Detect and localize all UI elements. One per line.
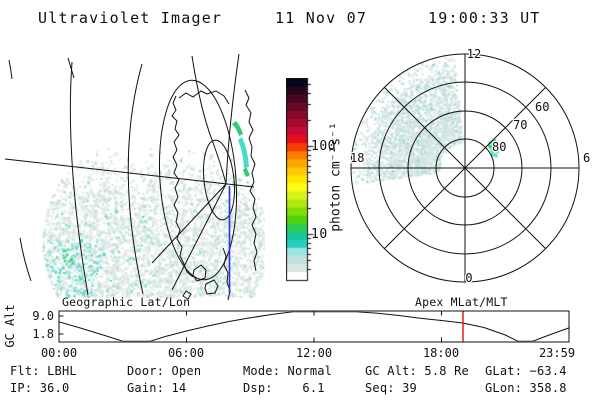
geo-panel-caption: Geographic Lat/Lon: [62, 295, 190, 309]
header-date: 11 Nov 07: [275, 9, 368, 27]
meridian-line: [67, 57, 75, 79]
island-outline: [182, 290, 192, 300]
gc-alt-curve: [58, 311, 569, 342]
mlt-label-6: 6: [583, 151, 590, 165]
limb-glow-green: [243, 167, 250, 177]
colorbar-tick-10: 10: [311, 227, 328, 242]
meridian-line: [8, 59, 13, 80]
limb-glow-green: [232, 121, 243, 136]
coastline: [171, 95, 194, 278]
strip-plot-box: [58, 310, 570, 343]
mlt-label-12: 12: [467, 47, 481, 61]
status-glat: GLat: −63.4: [485, 364, 567, 378]
meridian-line: [191, 55, 227, 185]
latitude-circle: [158, 79, 238, 281]
x-tick-label: 18:00: [423, 346, 459, 360]
meridian-line: [19, 237, 32, 282]
y-axis-title: GC Alt: [3, 304, 17, 347]
polar-grid: 12 0 18 6 60 70 80: [349, 46, 592, 287]
latitude-line: [4, 158, 255, 188]
status-dsp: Dsp: 6.1: [243, 381, 325, 395]
meridian-line: [171, 183, 227, 291]
x-tick-label: 00:00: [41, 346, 77, 360]
mlat-label-70: 70: [513, 118, 527, 132]
status-glon: GLon: 358.8: [485, 381, 567, 395]
meridian-line: [151, 183, 227, 264]
status-flt: Flt: LBHL: [10, 364, 77, 378]
limb-glow-cyan: [238, 137, 249, 168]
apex-panel-caption: Apex MLat/MLT: [415, 295, 508, 309]
meridian-line: [69, 61, 89, 296]
x-tick-label: 12:00: [296, 346, 332, 360]
page-title: Ultraviolet Imager: [38, 9, 223, 27]
mlat-label-60: 60: [535, 100, 549, 114]
status-mode: Mode: Normal: [243, 364, 333, 378]
status-ip: IP: 36.0: [10, 381, 70, 395]
coastline: [244, 89, 258, 272]
geo-graticule: [4, 53, 258, 301]
header-time: 19:00:33 UT: [428, 9, 541, 27]
y-tick-label-9: 9.0: [32, 309, 54, 323]
colorbar-canvas: [286, 78, 318, 282]
island-outline: [204, 279, 219, 295]
status-door: Door: Open: [127, 364, 202, 378]
meridian-line: [225, 53, 240, 185]
island-outline: [192, 264, 207, 282]
colorbar-units-label: photon cm⁻²s⁻¹: [328, 122, 344, 232]
gc-alt-strip-chart: Geographic Lat/Lon Apex MLat/MLT GC Alt …: [3, 295, 575, 360]
mlt-label-18: 18: [350, 151, 364, 165]
x-tick-label: 23:59: [539, 346, 575, 360]
meridian-line: [127, 63, 144, 295]
latitude-circle: [203, 139, 235, 221]
mlat-label-80: 80: [492, 140, 506, 154]
y-tick-label-1.8: 1.8: [32, 327, 54, 341]
status-seq: Seq: 39: [365, 381, 417, 395]
mlt-label-0: 0: [465, 271, 472, 285]
status-gain: Gain: 14: [127, 381, 187, 395]
x-tick-label: 06:00: [168, 346, 204, 360]
coastline: [178, 90, 230, 105]
mlt-diagonal: [384, 87, 546, 249]
status-gc-alt: GC Alt: 5.8 Re: [365, 364, 469, 378]
colorbar-tick-100: 100: [311, 139, 336, 154]
